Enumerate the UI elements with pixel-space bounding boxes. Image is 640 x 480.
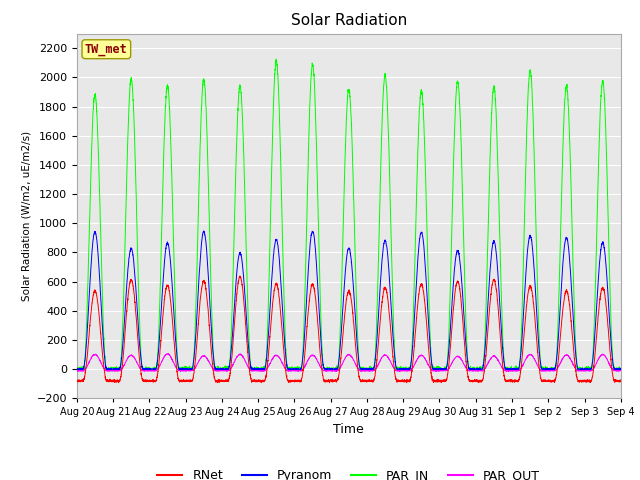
Title: Solar Radiation: Solar Radiation <box>291 13 407 28</box>
X-axis label: Time: Time <box>333 423 364 436</box>
Y-axis label: Solar Radiation (W/m2, uE/m2/s): Solar Radiation (W/m2, uE/m2/s) <box>21 131 31 301</box>
Legend: RNet, Pyranom, PAR_IN, PAR_OUT: RNet, Pyranom, PAR_IN, PAR_OUT <box>152 464 545 480</box>
Text: TW_met: TW_met <box>85 43 128 56</box>
